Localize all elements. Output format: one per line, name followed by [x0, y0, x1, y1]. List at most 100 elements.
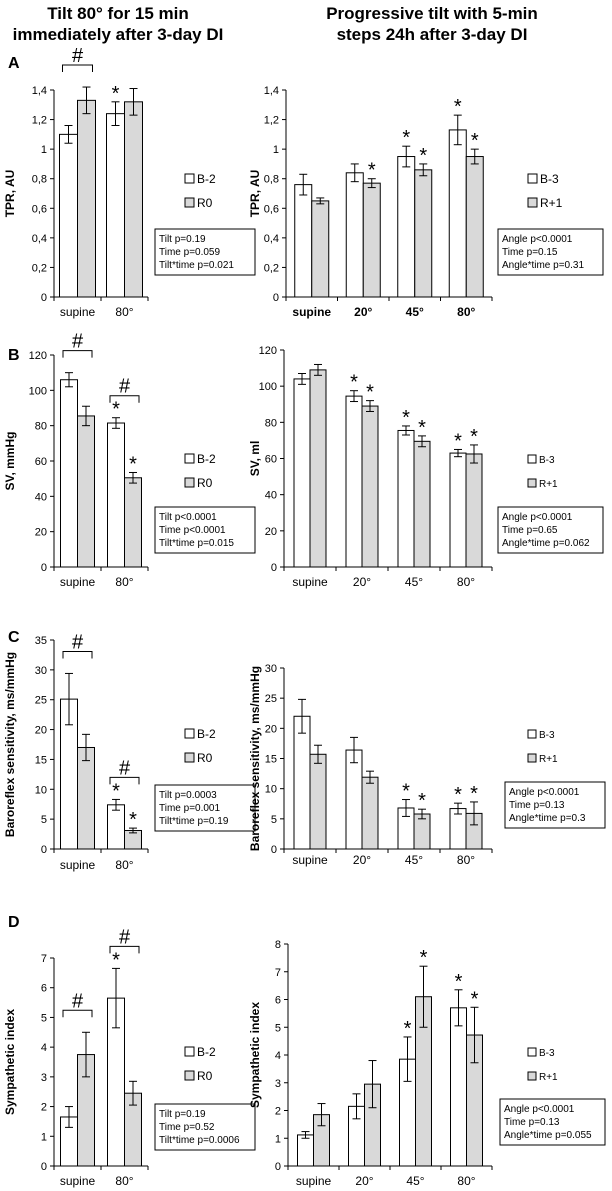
stats-line: Tilt p<0.0001: [159, 512, 217, 523]
bar-b2-0: [60, 379, 78, 568]
y-tick-label: 0: [271, 844, 277, 856]
significance-star: *: [350, 372, 358, 394]
stats-line: Time p=0.65: [502, 525, 558, 536]
panel-letter: A: [8, 55, 20, 72]
y-tick-label: 60: [265, 454, 277, 466]
y-tick-label: 0: [41, 1161, 47, 1173]
legend-swatch: [527, 1047, 537, 1057]
hash-mark: #: [72, 331, 84, 353]
y-tick-label: 4: [275, 1050, 281, 1062]
legend-label: B-2: [197, 727, 216, 741]
stats-box: [154, 784, 256, 832]
y-axis-title: SV, mmHg: [3, 432, 17, 491]
panel-letter: B: [8, 347, 20, 364]
bar-b3-0: [294, 184, 313, 298]
legend-label: R0: [197, 751, 213, 765]
legend-swatch: [184, 173, 195, 184]
legend-swatch: [527, 454, 537, 464]
y-tick-label: 1: [273, 144, 279, 156]
significance-star: *: [129, 453, 137, 475]
bar-b3-0: [297, 1134, 314, 1167]
hash-mark: #: [119, 926, 131, 948]
x-category-label: 45°: [406, 305, 424, 319]
significance-bracket: [109, 945, 140, 954]
bar-b3-0: [293, 715, 311, 850]
stats-line: Tilt*time p=0.015: [159, 538, 234, 549]
bar-r1-3: [465, 453, 483, 568]
bar-r1-0: [311, 200, 330, 298]
chart-d-right: 0 1 2 3 4 5 6 7 8 Sympathetic index supine 20° 45° 80…: [248, 939, 606, 1188]
y-tick-label: 0,6: [264, 203, 279, 215]
significance-star: *: [418, 790, 426, 812]
y-axis-title: SV, ml: [248, 441, 262, 477]
stats-line: Tilt p=0.19: [159, 234, 206, 245]
bar-r1-1: [361, 776, 379, 850]
legend-swatch: [184, 197, 195, 208]
stats-box: [154, 1103, 256, 1151]
stats-box: [154, 228, 256, 276]
stats-box: [154, 506, 256, 554]
hash-mark: #: [72, 990, 84, 1012]
legend-label: B-3: [539, 730, 555, 741]
y-tick-label: 6: [275, 995, 281, 1007]
legend-swatch: [527, 173, 538, 184]
bar-r0-0: [77, 746, 95, 850]
x-category-label: 20°: [353, 575, 371, 589]
x-category-label: 45°: [405, 853, 423, 867]
y-tick-label: 6: [41, 983, 47, 995]
hash-mark: #: [119, 757, 131, 779]
stats-line: Time p=0.13: [509, 800, 565, 811]
significance-bracket: [62, 650, 93, 659]
y-tick-label: 2: [275, 1106, 281, 1118]
y-tick-label: 0: [41, 292, 47, 304]
y-tick-label: 1,2: [32, 115, 47, 127]
x-category-label: supine: [60, 1174, 96, 1188]
significance-star: *: [112, 949, 120, 971]
x-category-label: 80°: [115, 1174, 133, 1188]
panel-letter: C: [8, 629, 20, 646]
y-tick-label: 0,8: [32, 174, 47, 186]
chart-c-left: C 0 5 10 15 20 25 30 35 Baroreflex sensitivity, m…: [3, 629, 256, 872]
stats-line: Time p=0.15: [502, 247, 558, 258]
bar-r1-0: [309, 753, 327, 850]
y-tick-label: 1: [41, 144, 47, 156]
x-category-label: supine: [292, 575, 328, 589]
significance-star: *: [455, 971, 463, 993]
y-tick-label: 1,2: [264, 115, 279, 127]
legend-swatch: [184, 453, 195, 464]
bar-b2-1: [107, 422, 125, 568]
stats-line: Tilt*time p=0.19: [159, 816, 229, 827]
x-category-label: supine: [60, 305, 96, 319]
y-axis-title: TPR, AU: [3, 170, 17, 218]
y-tick-label: 5: [275, 1022, 281, 1034]
significance-star: *: [418, 417, 426, 439]
stats-line: Angle p<0.0001: [509, 787, 580, 798]
legend-swatch: [184, 752, 195, 763]
significance-star: *: [471, 988, 479, 1010]
y-tick-label: 40: [35, 491, 47, 503]
y-tick-label: 20: [35, 527, 47, 539]
stats-line: Tilt*time p=0.0006: [159, 1135, 240, 1146]
x-category-label: supine: [292, 853, 328, 867]
y-tick-label: 20: [265, 723, 277, 735]
bar-b2-1: [107, 804, 125, 850]
legend-swatch: [527, 197, 538, 208]
hash-mark: #: [72, 631, 84, 653]
right-header-line-2: steps 24h after 3-day DI: [337, 25, 528, 44]
y-tick-label: 100: [29, 385, 47, 397]
bar-b3-1: [345, 749, 363, 850]
stats-line: Time p<0.0001: [159, 525, 226, 536]
y-tick-label: 20: [35, 725, 47, 737]
y-tick-label: 0,8: [264, 174, 279, 186]
legend-label: R0: [197, 1069, 213, 1083]
x-category-label: supine: [60, 575, 96, 589]
stats-line: Angle p<0.0001: [502, 512, 573, 523]
y-tick-label: 0: [271, 562, 277, 574]
bar-b3-3: [450, 1007, 467, 1167]
right-header-line-1: Progressive tilt with 5-min: [326, 4, 538, 23]
significance-bracket: [62, 350, 93, 358]
bar-r1-0: [309, 369, 327, 568]
